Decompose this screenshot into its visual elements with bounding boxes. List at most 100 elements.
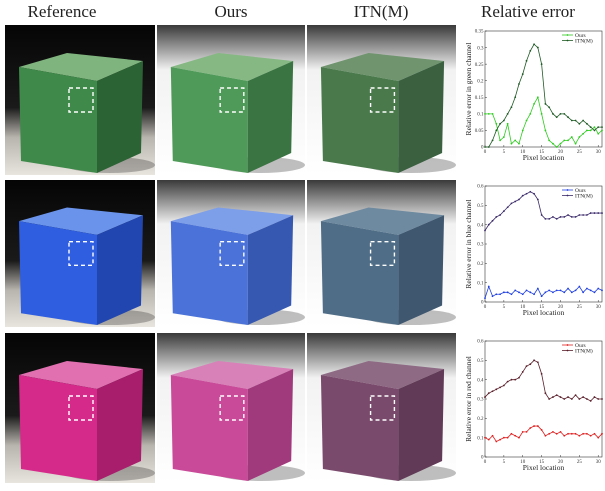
series-marker xyxy=(582,396,584,398)
series-marker xyxy=(560,143,562,145)
series-marker xyxy=(511,433,513,435)
charts: 00.050.10.150.20.250.30.35051015202530Pi… xyxy=(464,30,603,472)
series-marker xyxy=(571,433,573,435)
series-marker xyxy=(541,295,543,297)
series-marker xyxy=(511,293,513,295)
series-marker xyxy=(492,220,494,222)
series-marker xyxy=(499,439,501,441)
y-tick-label: 0.4 xyxy=(477,223,484,228)
legend-label: ITN(M) xyxy=(575,192,593,199)
series-marker xyxy=(560,431,562,433)
legend-marker xyxy=(567,195,569,197)
x-axis-label: Pixel location xyxy=(523,153,565,162)
x-tick-label: 30 xyxy=(596,460,602,465)
series-marker xyxy=(484,146,486,148)
series-marker xyxy=(552,216,554,218)
series-marker xyxy=(518,199,520,201)
series-marker xyxy=(575,143,577,145)
series-marker xyxy=(578,214,580,216)
figure: Reference Ours ITN(M) Relative error 00.… xyxy=(0,0,605,491)
series-marker xyxy=(488,146,490,148)
series-marker xyxy=(544,103,546,105)
series-marker xyxy=(586,214,588,216)
y-tick-label: 0.4 xyxy=(477,378,484,383)
cube-front xyxy=(321,67,398,173)
series-marker xyxy=(544,291,546,293)
series-marker xyxy=(488,113,490,115)
series-marker xyxy=(601,433,603,435)
series-marker xyxy=(541,214,543,216)
series-marker xyxy=(503,437,505,439)
series-marker xyxy=(518,83,520,85)
series-marker xyxy=(597,398,599,400)
rendered-image xyxy=(5,333,155,483)
series-marker xyxy=(594,433,596,435)
series-marker xyxy=(511,203,513,205)
y-tick-label: 0.2 xyxy=(477,262,484,267)
series-marker xyxy=(507,381,509,383)
series-marker xyxy=(563,398,565,400)
series-marker xyxy=(484,113,486,115)
x-tick-label: 0 xyxy=(484,305,487,310)
y-axis-label: Relative error in green channel xyxy=(464,43,473,136)
rendered-image xyxy=(157,25,305,175)
rendered-image xyxy=(307,25,456,175)
series-marker xyxy=(567,396,569,398)
series-marker xyxy=(522,73,524,75)
series-marker xyxy=(507,123,509,125)
series-marker xyxy=(567,433,569,435)
series-marker xyxy=(594,212,596,214)
legend-marker xyxy=(567,350,569,352)
series-marker xyxy=(594,291,596,293)
cube-front xyxy=(321,375,398,481)
series-marker xyxy=(597,126,599,128)
series-marker xyxy=(590,400,592,402)
series-marker xyxy=(556,394,558,396)
rendered-image xyxy=(307,333,456,483)
column-header: Ours xyxy=(214,2,247,21)
series-marker xyxy=(522,293,524,295)
series-marker xyxy=(544,130,546,132)
y-tick-label: 0.05 xyxy=(475,129,484,134)
plot-frame xyxy=(485,186,602,302)
series-marker xyxy=(548,433,550,435)
series-marker xyxy=(526,193,528,195)
series-marker xyxy=(488,392,490,394)
plot-frame xyxy=(485,31,602,147)
series-marker xyxy=(522,130,524,132)
series-marker xyxy=(597,133,599,135)
image-grid xyxy=(5,25,456,483)
series-marker xyxy=(495,388,497,390)
series-marker xyxy=(571,136,573,138)
series-marker xyxy=(571,120,573,122)
y-tick-label: 0.3 xyxy=(477,46,484,51)
series-marker xyxy=(499,139,501,141)
y-tick-label: 0.15 xyxy=(475,96,484,101)
series-marker xyxy=(526,431,528,433)
series-marker xyxy=(511,379,513,381)
series-marker xyxy=(571,216,573,218)
series-marker xyxy=(541,113,543,115)
series-marker xyxy=(488,286,490,288)
series-marker xyxy=(507,291,509,293)
column-header: Relative error xyxy=(481,2,575,21)
series-marker xyxy=(590,212,592,214)
x-tick-label: 5 xyxy=(503,150,506,155)
rendered-image xyxy=(5,25,155,175)
series-marker xyxy=(537,288,539,290)
rendered-image xyxy=(157,180,305,327)
x-tick-label: 30 xyxy=(596,150,602,155)
x-tick-label: 30 xyxy=(596,305,602,310)
series-marker xyxy=(563,139,565,141)
series-marker xyxy=(548,290,550,292)
series-marker xyxy=(567,139,569,141)
series-marker xyxy=(484,297,486,299)
y-tick-label: 0.3 xyxy=(477,398,484,403)
series-marker xyxy=(582,433,584,435)
series-marker xyxy=(514,96,516,98)
series-marker xyxy=(503,210,505,212)
series-marker xyxy=(503,136,505,138)
series-marker xyxy=(533,43,535,45)
series-marker xyxy=(563,435,565,437)
x-tick-label: 0 xyxy=(484,460,487,465)
